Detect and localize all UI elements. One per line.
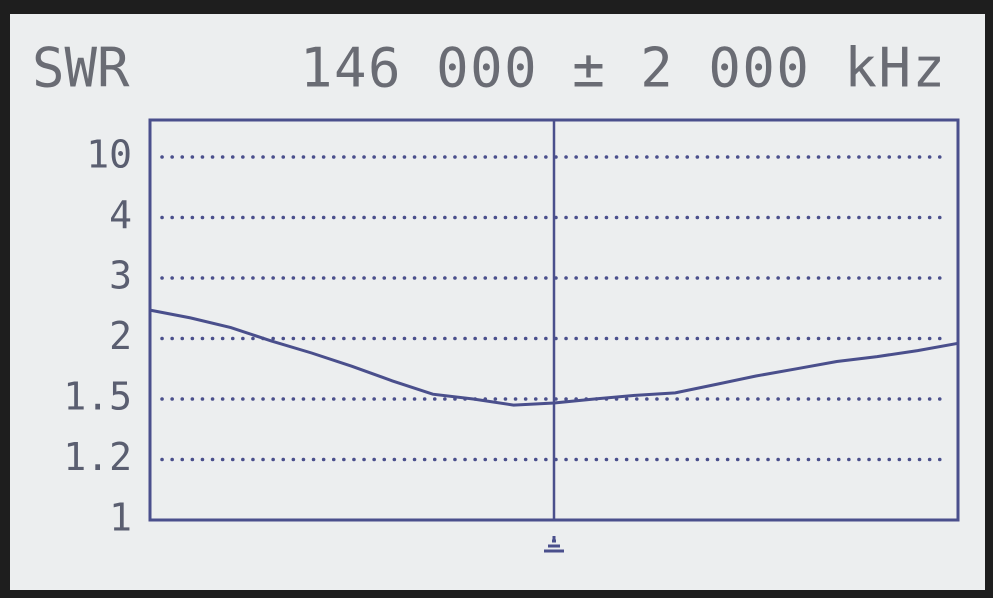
y-tick-label: 1 — [109, 496, 132, 540]
chart-title: SWR — [32, 37, 130, 100]
frequency-label: 146 000 ± 2 000 kHz — [300, 37, 945, 100]
y-tick-label: 1.5 — [63, 375, 132, 419]
y-tick-label: 10 — [86, 133, 132, 177]
lcd-background — [10, 14, 985, 590]
y-tick-label: 2 — [109, 314, 132, 358]
swr-curve — [149, 308, 959, 407]
center-marker — [544, 536, 564, 553]
y-tick-label: 4 — [109, 193, 132, 237]
y-tick-label: 1.2 — [63, 435, 132, 479]
y-tick-label: 3 — [109, 254, 132, 298]
